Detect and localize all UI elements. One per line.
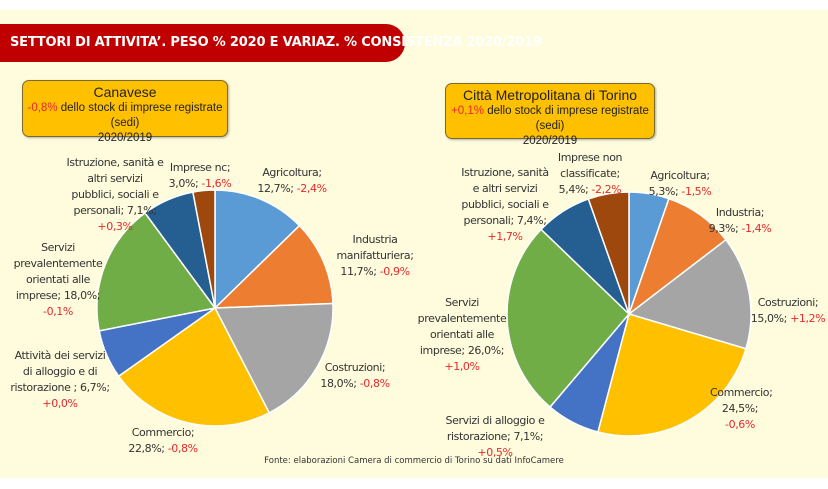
- slice-label: Commercio; 24,5%; -0,6%: [710, 385, 773, 433]
- slice-share: 18,0%;: [320, 377, 357, 390]
- pie-slice: [214, 189, 301, 310]
- slice-share: 9,3%;: [708, 222, 739, 235]
- slice-change: +0,3%: [97, 220, 133, 233]
- title-banner: SETTORI DI ATTIVITA’. PESO % 2020 E VARI…: [0, 24, 542, 62]
- slice-name: Agricoltura;: [262, 166, 322, 179]
- slice-name: Servizi di alloggio e ristorazione;: [445, 414, 545, 443]
- slice-label: Attività dei servizi di alloggio e di ri…: [10, 348, 110, 412]
- slice-label: Istruzione, sanità e altri servizi pubbl…: [457, 165, 553, 245]
- slice-change: +0,0%: [42, 397, 78, 410]
- slice-name: Agricoltura;: [650, 169, 710, 182]
- stock-change: -0,8%: [27, 102, 58, 114]
- slice-name: Servizi prevalentemente orientati alle i…: [13, 241, 103, 302]
- slice-name: Istruzione, sanità e altri servizi pubbl…: [66, 156, 164, 217]
- slice-name: Industria manifatturiera;: [336, 233, 414, 262]
- slice-label: Industria manifatturiera; 11,7%; -0,9%: [331, 232, 419, 280]
- slice-change: -0,8%: [167, 442, 198, 455]
- slice-label: Imprese non classificate; 5,4%; -2,2%: [554, 150, 626, 198]
- slice-share: 5,3%;: [648, 185, 679, 198]
- slice-label: Servizi di alloggio e ristorazione; 7,1%…: [430, 413, 560, 461]
- slice-share: 18,0%;: [63, 289, 101, 302]
- slice-change: +1,7%: [487, 230, 523, 243]
- pie-slice: [192, 189, 216, 309]
- chart-title: Canavese: [93, 84, 157, 100]
- slice-change: -0,9%: [379, 265, 410, 278]
- slice-label: Commercio; 22,8%; -0,8%: [123, 425, 203, 457]
- pie-slice: [506, 228, 631, 409]
- slice-change: -1,4%: [741, 222, 772, 235]
- slice-change: +1,0%: [444, 360, 480, 373]
- slice-label: Imprese nc; 3,0%; -1,6%: [168, 160, 232, 192]
- slice-label: Servizi prevalentemente orientati alle i…: [10, 240, 106, 320]
- slice-label: Istruzione, sanità e altri servizi pubbl…: [65, 155, 165, 235]
- slice-change: -2,2%: [591, 183, 622, 196]
- slice-label: Costruzioni; 15,0%; +1,2%: [750, 295, 826, 327]
- pie-slice: [117, 306, 271, 427]
- slice-label: Agricoltura; 5,3%; -1,5%: [645, 168, 715, 200]
- torino-header-box: Città Metropolitana di Torino +0,1% dell…: [445, 83, 655, 147]
- pie-slice: [213, 302, 334, 414]
- slice-share: 15,0%;: [750, 312, 788, 325]
- subtitle-period: 2020/2019: [522, 135, 578, 147]
- slice-name: Imprese non classificate;: [557, 151, 623, 180]
- slice-share: 7,1%;: [513, 430, 544, 443]
- slice-share: 22,8%;: [128, 442, 165, 455]
- slice-name: Costruzioni;: [757, 296, 819, 309]
- slice-change: -1,5%: [681, 185, 712, 198]
- slice-change: +0,5%: [477, 446, 513, 459]
- slice-change: -2,4%: [296, 182, 327, 195]
- slice-name: Industria;: [715, 206, 765, 219]
- chart-title: Città Metropolitana di Torino: [462, 87, 638, 103]
- subtitle-text: dello stock di imprese registrate (sedi): [60, 102, 223, 129]
- slice-name: Imprese nc;: [169, 161, 231, 174]
- pie-slice: [627, 238, 752, 350]
- slice-change: -0,6%: [725, 418, 755, 431]
- slice-change: -0,8%: [359, 377, 390, 390]
- slice-label: Agricoltura; 12,7%; -2,4%: [252, 165, 332, 197]
- slice-share: 11,7%;: [340, 265, 377, 278]
- slice-name: Commercio;: [131, 426, 195, 439]
- slice-name: Istruzione, sanità e altri servizi pubbl…: [461, 166, 549, 227]
- slice-change: -0,1%: [43, 305, 73, 318]
- slice-share: 3,0%;: [168, 177, 199, 190]
- slice-share: 24,5%;: [721, 402, 759, 415]
- subtitle-text: dello stock di imprese registrate (sedi): [487, 105, 649, 132]
- pie-slice: [597, 313, 747, 437]
- pie-slice: [587, 191, 630, 315]
- slice-name: Servizi prevalentemente orientati alle i…: [417, 296, 507, 357]
- slice-name: Costruzioni;: [324, 361, 386, 374]
- source-note: Fonte: elaborazioni Camera di commercio …: [264, 456, 564, 466]
- subtitle-period: 2020/2019: [97, 132, 153, 144]
- slice-share: 12,7%;: [257, 182, 294, 195]
- slice-label: Servizi prevalentemente orientati alle i…: [414, 295, 510, 375]
- slice-label: Industria; 9,3%; -1,4%: [705, 205, 775, 237]
- slice-share: 7,1%;: [126, 204, 157, 217]
- slice-share: 5,4%;: [558, 183, 589, 196]
- pie-slice: [96, 211, 217, 332]
- slice-name: Attività dei servizi di alloggio e di ri…: [10, 349, 106, 394]
- slice-label: Costruzioni; 18,0%; -0,8%: [315, 360, 395, 392]
- slice-change: +1,2%: [790, 312, 826, 325]
- slice-name: Commercio;: [710, 386, 773, 399]
- canavese-header-box: Canavese -0,8% dello stock di imprese re…: [22, 80, 228, 144]
- stock-change: +0,1%: [451, 105, 484, 117]
- slice-change: -1,6%: [201, 177, 232, 190]
- slice-share: 7,4%;: [516, 214, 547, 227]
- slice-share: 6,7%;: [79, 381, 110, 394]
- pie-slice: [213, 224, 334, 309]
- slice-share: 26,0%;: [467, 344, 505, 357]
